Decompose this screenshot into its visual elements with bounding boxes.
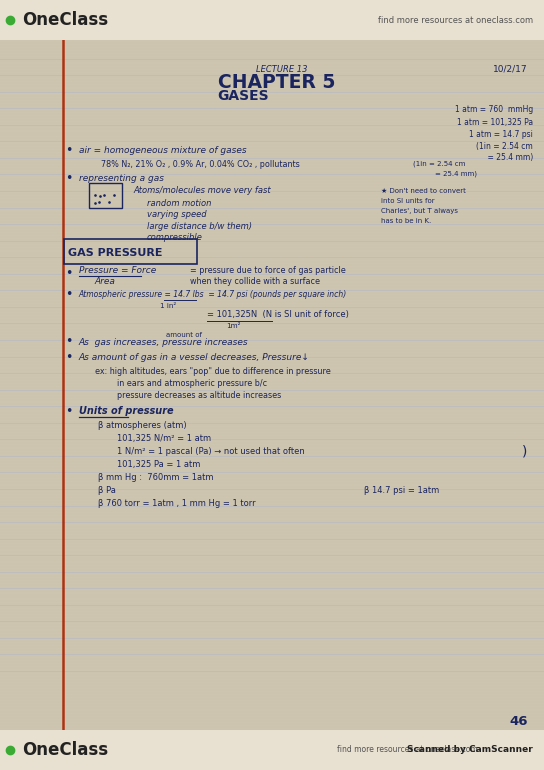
- Text: •: •: [65, 267, 73, 280]
- Text: Atoms/molecules move very fast: Atoms/molecules move very fast: [133, 186, 271, 196]
- Text: Pressure = Force: Pressure = Force: [79, 266, 156, 275]
- Text: Area: Area: [94, 277, 115, 286]
- Text: pressure decreases as altitude increases: pressure decreases as altitude increases: [117, 391, 281, 400]
- Text: •: •: [65, 144, 73, 156]
- Text: •: •: [65, 289, 73, 301]
- Text: Charles', but T always: Charles', but T always: [381, 208, 458, 214]
- Text: CHAPTER 5: CHAPTER 5: [218, 73, 335, 92]
- Text: find more resources at oneclass.com: find more resources at oneclass.com: [378, 15, 533, 25]
- Text: As  gas increases, pressure increases: As gas increases, pressure increases: [79, 338, 249, 347]
- Text: ex: high altitudes, ears "pop" due to difference in pressure: ex: high altitudes, ears "pop" due to di…: [95, 367, 331, 376]
- Text: β mm Hg :  760mm = 1atm: β mm Hg : 760mm = 1atm: [98, 473, 213, 482]
- Text: = 25.4 mm): = 25.4 mm): [435, 171, 477, 177]
- Text: LECTURE 13: LECTURE 13: [256, 65, 307, 74]
- Text: β 760 torr = 1atm , 1 mm Hg = 1 torr: β 760 torr = 1atm , 1 mm Hg = 1 torr: [98, 499, 256, 508]
- Text: 46: 46: [509, 715, 528, 728]
- Text: •: •: [65, 336, 73, 348]
- Bar: [0, 0, 544, 40]
- Text: into SI units for: into SI units for: [381, 198, 435, 204]
- Text: varying speed: varying speed: [147, 210, 207, 219]
- Text: 1m²: 1m²: [226, 323, 240, 330]
- Text: 1 atm = 760  mmHg: 1 atm = 760 mmHg: [455, 105, 533, 114]
- Text: β 14.7 psi = 1atm: β 14.7 psi = 1atm: [364, 486, 440, 495]
- Text: 1 N/m² = 1 pascal (Pa) → not used that often: 1 N/m² = 1 pascal (Pa) → not used that o…: [117, 447, 305, 456]
- Text: random motion: random motion: [147, 199, 211, 208]
- Bar: [0, 40, 544, 730]
- Text: 101,325 N/m² = 1 atm: 101,325 N/m² = 1 atm: [117, 434, 211, 444]
- Text: representing a gas: representing a gas: [79, 174, 164, 183]
- Text: OneClass: OneClass: [22, 11, 108, 29]
- Text: when they collide with a surface: when they collide with a surface: [190, 276, 320, 286]
- Text: ): ): [522, 444, 528, 458]
- Text: 1 in²: 1 in²: [160, 303, 177, 309]
- Text: •: •: [65, 172, 73, 185]
- Text: (1in = 2.54 cm: (1in = 2.54 cm: [477, 142, 533, 151]
- Text: in ears and atmospheric pressure b/c: in ears and atmospheric pressure b/c: [117, 379, 267, 388]
- Text: β Pa: β Pa: [98, 486, 116, 495]
- Text: OneClass: OneClass: [22, 741, 108, 759]
- Text: 10/2/17: 10/2/17: [493, 65, 528, 74]
- Text: = pressure due to force of gas particle: = pressure due to force of gas particle: [190, 266, 346, 275]
- Bar: [0, 730, 544, 770]
- Text: has to be in K.: has to be in K.: [381, 218, 431, 224]
- Text: 78% N₂, 21% O₂ , 0.9% Ar, 0.04% CO₂ , pollutants: 78% N₂, 21% O₂ , 0.9% Ar, 0.04% CO₂ , po…: [101, 159, 299, 169]
- Text: 1 atm = 101,325 Pa: 1 atm = 101,325 Pa: [457, 118, 533, 127]
- Text: air = homogeneous mixture of gases: air = homogeneous mixture of gases: [79, 146, 246, 155]
- Text: GAS PRESSURE: GAS PRESSURE: [68, 248, 163, 257]
- Text: 101,325 Pa = 1 atm: 101,325 Pa = 1 atm: [117, 460, 200, 469]
- Text: •: •: [65, 405, 73, 417]
- Text: compressible: compressible: [147, 233, 203, 243]
- Text: GASES: GASES: [218, 89, 269, 103]
- Text: Scanned by CamScanner: Scanned by CamScanner: [407, 745, 533, 755]
- Text: large distance b/w them): large distance b/w them): [147, 222, 252, 231]
- Text: Units of pressure: Units of pressure: [79, 407, 174, 416]
- Text: Atmospheric pressure = 14.7 lbs  = 14.7 psi (pounds per square inch): Atmospheric pressure = 14.7 lbs = 14.7 p…: [79, 290, 347, 300]
- Text: amount of: amount of: [166, 332, 202, 338]
- Text: = 101,325N  (N is SI unit of force): = 101,325N (N is SI unit of force): [207, 310, 349, 320]
- Text: = 25.4 mm): = 25.4 mm): [478, 152, 533, 162]
- Text: (1in = 2.54 cm: (1in = 2.54 cm: [413, 161, 466, 167]
- Text: ★ Don't need to convert: ★ Don't need to convert: [381, 188, 466, 194]
- Text: As amount of gas in a vessel decreases, Pressure↓: As amount of gas in a vessel decreases, …: [79, 353, 310, 362]
- Text: •: •: [65, 351, 73, 363]
- Text: 1 atm = 14.7 psi: 1 atm = 14.7 psi: [469, 130, 533, 139]
- Text: find more resources at oneclass.com: find more resources at oneclass.com: [337, 745, 478, 755]
- Text: β atmospheres (atm): β atmospheres (atm): [98, 421, 187, 430]
